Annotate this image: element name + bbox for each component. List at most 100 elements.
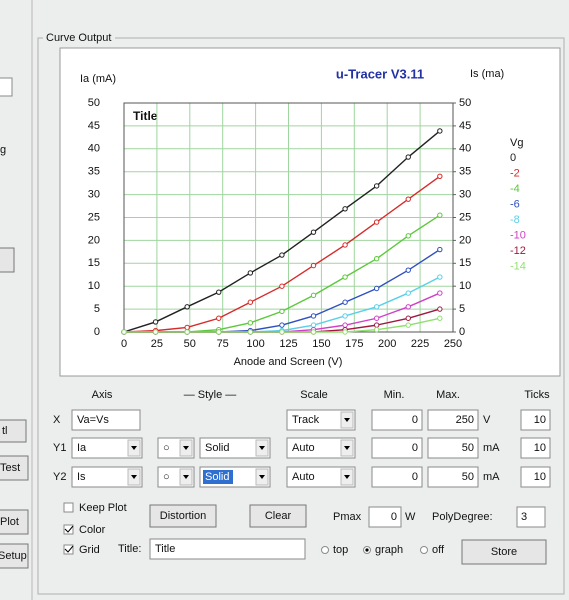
unit: mA	[483, 471, 500, 483]
min-input[interactable]	[371, 437, 423, 459]
checkbox[interactable]	[63, 544, 74, 555]
source-dropdown[interactable]	[71, 437, 143, 459]
scale-dropdown[interactable]	[286, 409, 356, 431]
ticks-input-value: 10	[534, 442, 546, 454]
sidebar-dropdown[interactable]	[0, 77, 13, 97]
store-button[interactable]	[461, 539, 547, 565]
style-dropdown-value: Solid	[205, 471, 229, 483]
data-point	[247, 329, 254, 335]
dropdown-arrow	[131, 475, 137, 479]
sidebar-button[interactable]	[0, 543, 29, 569]
x-tick-label: 25	[151, 338, 163, 350]
data-point	[279, 252, 285, 258]
checkbox[interactable]	[63, 524, 74, 535]
y2-tick-label: 25	[459, 211, 471, 223]
x-tick-label: 125	[279, 338, 297, 350]
y2-tick-label: 30	[459, 189, 471, 201]
data-point	[437, 212, 443, 218]
x-tick-label: 200	[378, 338, 396, 350]
y2-axis-label: Is (ma)	[470, 68, 504, 80]
x-tick-label: 250	[444, 338, 462, 350]
button-label: Test	[0, 462, 20, 474]
data-point	[247, 270, 254, 276]
group-title: Curve Output	[46, 32, 111, 44]
data-point	[373, 285, 380, 292]
scale-dropdown[interactable]	[286, 466, 356, 488]
ticks-input[interactable]	[520, 409, 551, 431]
min-input[interactable]	[371, 409, 423, 431]
chart-title: u-Tracer V3.11	[336, 66, 424, 81]
radio[interactable]	[420, 546, 428, 554]
y2-tick-label: 40	[459, 143, 471, 155]
y2-tick-label: 50	[459, 97, 471, 109]
max-input-value: 50	[462, 442, 474, 454]
data-point	[373, 183, 380, 189]
max-input[interactable]	[427, 437, 479, 459]
sidebar-hint: g	[0, 144, 6, 156]
data-point	[152, 329, 159, 335]
data-point	[310, 313, 317, 319]
sidebar-button[interactable]	[0, 455, 29, 481]
data-point	[405, 315, 411, 321]
ticks-input[interactable]	[520, 466, 551, 488]
data-point	[310, 262, 317, 269]
distortion-button[interactable]	[149, 504, 217, 528]
radio-label: graph	[375, 544, 403, 556]
check-mark	[64, 525, 74, 533]
scale-dropdown-value: Auto	[292, 471, 315, 483]
sidebar-box[interactable]	[0, 247, 15, 273]
row-label: Y2	[53, 471, 66, 483]
source-input[interactable]	[71, 409, 141, 431]
checkbox-label: Color	[79, 524, 106, 536]
min-input-value: 0	[412, 414, 418, 426]
style-dropdown[interactable]	[199, 437, 271, 459]
radio[interactable]	[321, 546, 329, 554]
max-input[interactable]	[427, 409, 479, 431]
poly-value: 3	[521, 511, 527, 523]
dropdown-arrow	[344, 475, 350, 479]
button-label: Setup	[0, 550, 27, 562]
source-dropdown[interactable]	[71, 466, 143, 488]
max-input[interactable]	[427, 466, 479, 488]
min-input[interactable]	[371, 466, 423, 488]
data-point	[405, 322, 411, 328]
button-label: Distortion	[160, 510, 206, 522]
data-point	[121, 329, 127, 335]
data-point	[152, 319, 159, 325]
data-point	[216, 329, 222, 335]
poly-input[interactable]	[516, 506, 546, 528]
chart-annotation: Title	[133, 109, 158, 123]
y2-tick-label: 20	[459, 234, 471, 246]
legend-entry: -6	[510, 198, 520, 210]
row-label: Y1	[53, 442, 66, 454]
data-point	[342, 242, 348, 248]
data-point	[216, 315, 222, 321]
column-header: Ticks	[524, 389, 550, 401]
sidebar-button[interactable]	[0, 419, 27, 443]
y-axis-label: Ia (mA)	[80, 73, 116, 85]
dropdown-arrow	[259, 446, 265, 450]
button-label: tl	[2, 425, 8, 437]
title-input[interactable]	[149, 538, 306, 560]
column-header: Scale	[300, 389, 328, 401]
data-point	[373, 322, 380, 328]
clear-button[interactable]	[249, 504, 307, 528]
y-tick-label: 15	[88, 257, 100, 269]
style-dropdown-value: Solid	[205, 442, 229, 454]
unit: V	[483, 414, 491, 426]
data-point	[279, 308, 285, 315]
data-point	[342, 329, 348, 335]
data-point	[279, 329, 285, 335]
data-point	[405, 233, 411, 239]
checkbox[interactable]	[63, 502, 74, 513]
data-point	[405, 290, 411, 296]
scale-dropdown[interactable]	[286, 437, 356, 459]
ticks-input[interactable]	[520, 437, 551, 459]
sidebar-button[interactable]	[0, 509, 29, 535]
data-point	[373, 327, 380, 333]
legend-entry: 0	[510, 152, 516, 164]
marker-dropdown-value: ○	[163, 442, 170, 454]
max-input-value: 250	[456, 414, 474, 426]
pmax-input[interactable]	[368, 506, 402, 528]
y-tick-label: 20	[88, 234, 100, 246]
